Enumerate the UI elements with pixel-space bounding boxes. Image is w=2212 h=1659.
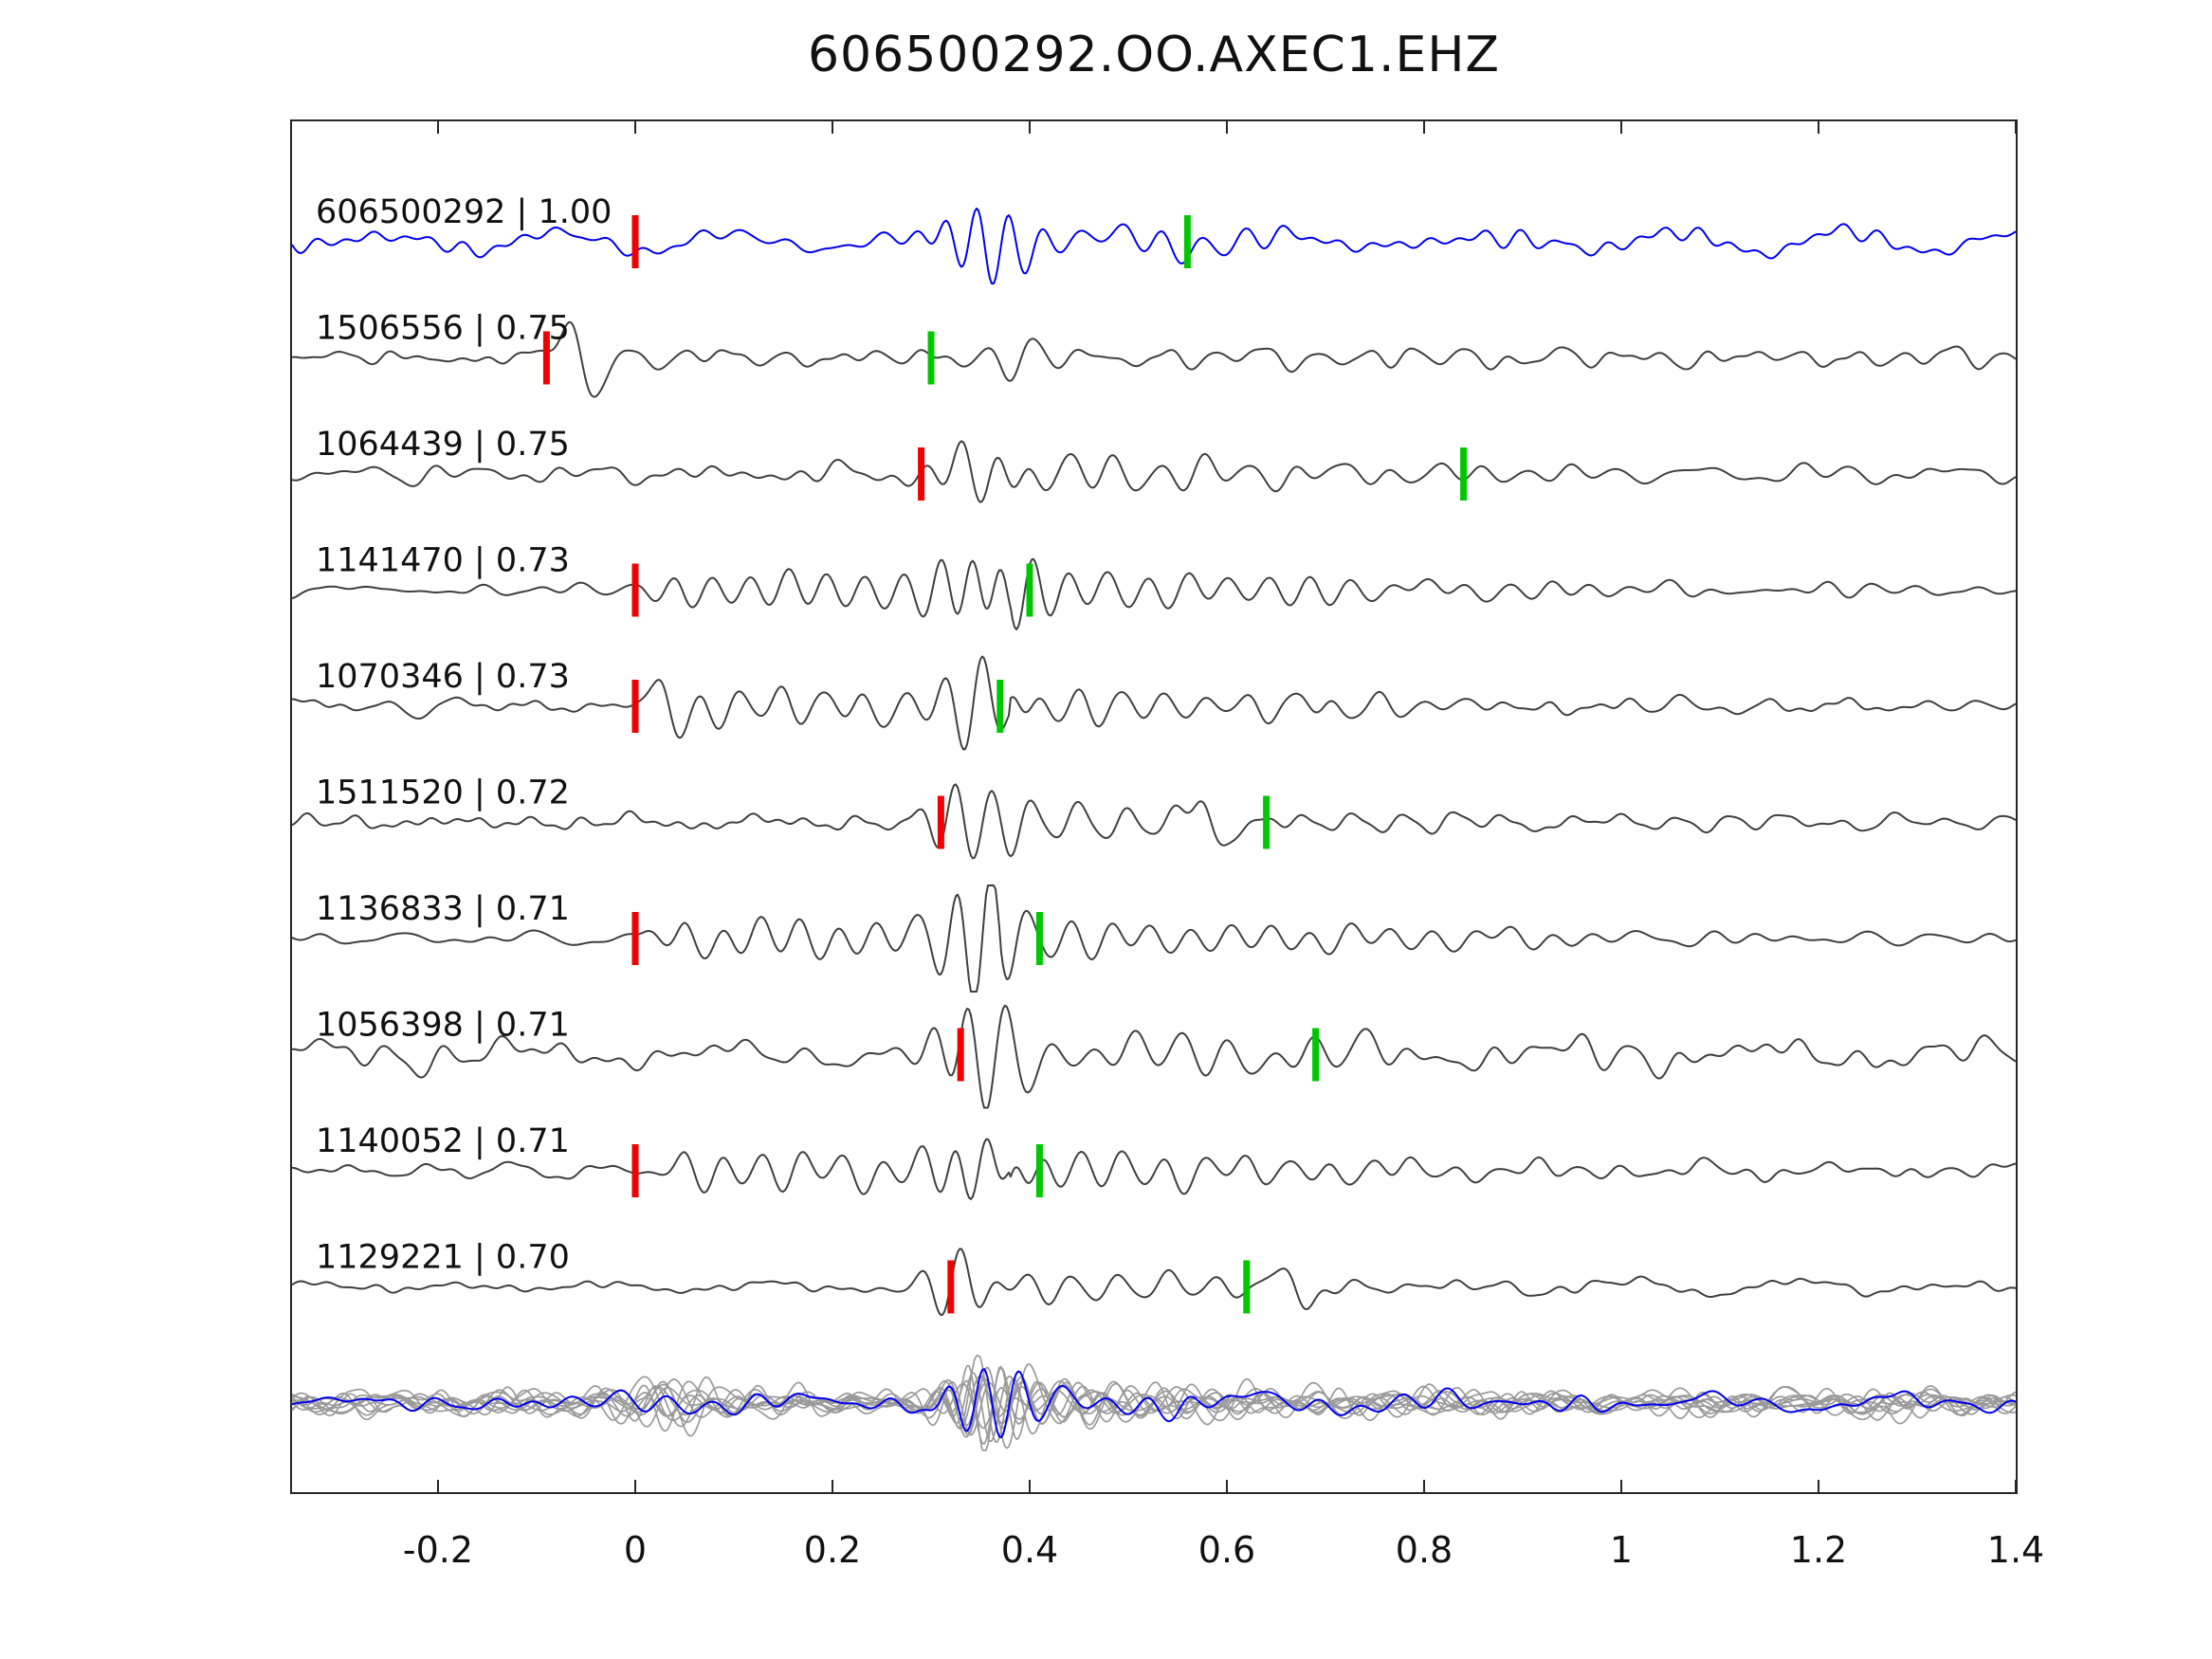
trace-label: 1070346 | 0.73 (316, 658, 570, 696)
red-pick-marker (542, 331, 550, 385)
waveform-trace (291, 884, 2017, 993)
green-pick-marker (1183, 215, 1191, 268)
green-pick-marker (1312, 1028, 1320, 1082)
pick-marker-group (542, 215, 1468, 1314)
x-axis-tick-label: 1 (1610, 1529, 1633, 1571)
trace-label: 1140052 | 0.71 (316, 1122, 570, 1160)
waveform-trace (291, 557, 2017, 630)
figure-title: 606500292.OO.AXEC1.EHZ (807, 27, 1501, 83)
trace-label: 1511520 | 0.72 (316, 775, 570, 812)
trace-label-group: 606500292 | 1.00 1506556 | 0.75 1064439 | … (316, 193, 612, 1277)
waveform-trace (291, 321, 2017, 398)
waveform-trace (292, 1004, 2017, 1109)
red-pick-marker (631, 912, 639, 965)
green-pick-marker (1026, 563, 1033, 617)
overlay-gray-trace (291, 1380, 2017, 1436)
waveform-trace (291, 1138, 2017, 1200)
overlay-gray-trace (291, 1363, 2017, 1449)
red-pick-marker (631, 1144, 639, 1197)
red-pick-marker (957, 1028, 964, 1082)
red-pick-marker (918, 447, 925, 501)
x-axis-tick-label: 0.2 (804, 1529, 861, 1571)
green-pick-marker (1243, 1260, 1251, 1314)
green-pick-marker (996, 680, 1004, 733)
waveform-trace (291, 783, 2017, 860)
waveform-trace (291, 440, 2017, 503)
red-pick-marker (631, 215, 639, 268)
waveform-trace (291, 655, 2017, 751)
x-axis-tick-label: 0.4 (1001, 1529, 1058, 1571)
x-axis-tick-label: -0.2 (403, 1529, 473, 1571)
red-pick-marker (937, 795, 944, 849)
trace-label: 1136833 | 0.71 (316, 890, 570, 928)
green-pick-marker (1460, 447, 1468, 501)
red-pick-marker (631, 563, 639, 617)
trace-label: 606500292 | 1.00 (316, 193, 612, 231)
trace-label: 1056398 | 0.71 (316, 1007, 570, 1045)
overlay-gray-trace (291, 1366, 2017, 1445)
trace-label: 1064439 | 0.75 (316, 426, 570, 464)
green-pick-marker (1263, 795, 1271, 849)
x-axis-tick-label: 1.2 (1790, 1529, 1847, 1571)
x-axis-tick-label: 0.6 (1198, 1529, 1255, 1571)
red-pick-marker (631, 680, 639, 733)
trace-label: 1141470 | 0.73 (316, 542, 570, 580)
trace-group (291, 207, 2017, 1451)
trace-label: 1506556 | 0.75 (316, 310, 570, 348)
waveform-trace (291, 1248, 2017, 1316)
green-pick-marker (1035, 1144, 1043, 1197)
x-axis-tick-label: 0.8 (1396, 1529, 1453, 1571)
x-axis-tick-label: 1.4 (1987, 1529, 2044, 1571)
red-pick-marker (947, 1260, 955, 1314)
waveform-trace (291, 207, 2017, 285)
plot-frame (290, 119, 2018, 1494)
x-axis-tick-label: 0 (624, 1529, 647, 1571)
overlay-template-trace (291, 1368, 2017, 1439)
trace-label: 1129221 | 0.70 (316, 1239, 570, 1277)
green-pick-marker (1035, 912, 1043, 965)
green-pick-marker (927, 331, 935, 385)
